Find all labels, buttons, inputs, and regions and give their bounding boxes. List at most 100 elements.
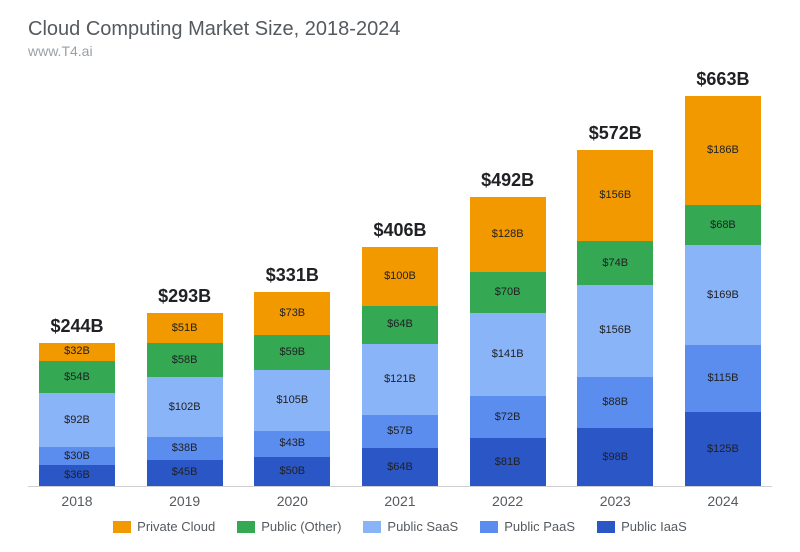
segment-label: $141B xyxy=(492,349,524,360)
segment-private_cloud: $73B xyxy=(254,292,330,335)
bar-total-label: $244B xyxy=(50,316,103,337)
legend-item-private_cloud: Private Cloud xyxy=(113,519,215,534)
segment-private_cloud: $100B xyxy=(362,247,438,306)
bar-total-label: $663B xyxy=(696,69,749,90)
segment-public_saas: $141B xyxy=(470,313,546,396)
segment-label: $102B xyxy=(169,402,201,413)
segment-label: $156B xyxy=(599,190,631,201)
chart-area: $244B$36B$30B$92B$54B$32B$293B$45B$38B$1… xyxy=(28,67,772,487)
segment-public_saas: $92B xyxy=(39,393,115,447)
segment-label: $57B xyxy=(387,426,413,437)
segment-private_cloud: $156B xyxy=(577,150,653,242)
legend-label: Private Cloud xyxy=(137,519,215,534)
segment-label: $68B xyxy=(710,220,736,231)
legend-item-public_iaas: Public IaaS xyxy=(597,519,687,534)
x-axis-label: 2021 xyxy=(357,493,443,509)
bar-group-2021: $406B $64B $57B $121B $64B $100B xyxy=(357,220,443,486)
segment-label: $128B xyxy=(492,229,524,240)
segment-public_paas: $30B xyxy=(39,447,115,465)
segment-public_paas: $38B xyxy=(147,437,223,459)
segment-label: $50B xyxy=(279,466,305,477)
segment-label: $30B xyxy=(64,451,90,462)
segment-label: $72B xyxy=(495,412,521,423)
x-axis-label: 2019 xyxy=(142,493,228,509)
segment-public_paas: $43B xyxy=(254,431,330,456)
segment-label: $54B xyxy=(64,372,90,383)
legend-item-public_saas: Public SaaS xyxy=(363,519,458,534)
bar-total-label: $572B xyxy=(589,123,642,144)
bar-stack: $81B $72B $141B $70B $128B xyxy=(470,197,546,486)
bar-total-label: $492B xyxy=(481,170,534,191)
legend-item-public_other: Public (Other) xyxy=(237,519,341,534)
segment-public_saas: $102B xyxy=(147,377,223,437)
bar-total-label: $406B xyxy=(373,220,426,241)
segment-public_paas: $115B xyxy=(685,345,761,413)
x-axis-label: 2022 xyxy=(465,493,551,509)
segment-label: $74B xyxy=(602,258,628,269)
segment-label: $88B xyxy=(602,397,628,408)
legend-item-public_paas: Public PaaS xyxy=(480,519,575,534)
bar-group-2023: $572B $98B $88B $156B $74B $156B xyxy=(572,123,658,486)
segment-public_iaas: $45B xyxy=(147,460,223,486)
segment-public_other: $59B xyxy=(254,335,330,370)
x-axis-label: 2024 xyxy=(680,493,766,509)
chart-title: Cloud Computing Market Size, 2018-2024 xyxy=(28,18,772,41)
segment-public_paas: $57B xyxy=(362,415,438,449)
x-axis-label: 2020 xyxy=(249,493,335,509)
legend-label: Public (Other) xyxy=(261,519,341,534)
bar-stack: $36B $30B $92B $54B $32B xyxy=(39,343,115,486)
bar-stack: $98B $88B $156B $74B $156B xyxy=(577,150,653,486)
bar-group-2020: $331B $50B $43B $105B $59B $73B xyxy=(249,265,335,486)
segment-label: $70B xyxy=(495,287,521,298)
segment-public_other: $58B xyxy=(147,343,223,377)
segment-label: $64B xyxy=(387,462,413,473)
segment-label: $105B xyxy=(276,395,308,406)
bar-total-label: $331B xyxy=(266,265,319,286)
segment-label: $38B xyxy=(172,443,198,454)
segment-label: $51B xyxy=(172,323,198,334)
segment-label: $64B xyxy=(387,319,413,330)
x-axis-label: 2023 xyxy=(572,493,658,509)
segment-label: $121B xyxy=(384,374,416,385)
bar-group-2018: $244B $36B $30B $92B $54B $32B xyxy=(34,316,120,486)
legend-swatch xyxy=(113,521,131,533)
segment-public_iaas: $98B xyxy=(577,428,653,486)
chart-subtitle: www.T4.ai xyxy=(28,43,772,59)
segment-public_saas: $156B xyxy=(577,285,653,377)
segment-public_other: $54B xyxy=(39,361,115,393)
segment-label: $59B xyxy=(279,347,305,358)
segment-label: $186B xyxy=(707,145,739,156)
segment-label: $45B xyxy=(172,467,198,478)
segment-private_cloud: $32B xyxy=(39,343,115,362)
segment-label: $125B xyxy=(707,444,739,455)
segment-private_cloud: $51B xyxy=(147,313,223,343)
segment-label: $36B xyxy=(64,470,90,481)
segment-public_other: $64B xyxy=(362,306,438,344)
segment-private_cloud: $186B xyxy=(685,96,761,205)
segment-public_iaas: $64B xyxy=(362,448,438,486)
bar-group-2019: $293B$45B$38B$102B$58B$51B xyxy=(142,286,228,486)
segment-public_saas: $121B xyxy=(362,344,438,415)
x-axis: 2018201920202021202220232024 xyxy=(28,487,772,509)
segment-public_other: $74B xyxy=(577,241,653,285)
segment-private_cloud: $128B xyxy=(470,197,546,272)
segment-public_iaas: $36B xyxy=(39,465,115,486)
legend-label: Public PaaS xyxy=(504,519,575,534)
segment-public_saas: $105B xyxy=(254,370,330,432)
legend-swatch xyxy=(237,521,255,533)
segment-label: $81B xyxy=(495,457,521,468)
legend-label: Public IaaS xyxy=(621,519,687,534)
segment-label: $156B xyxy=(599,325,631,336)
bar-stack: $45B $38B $102B $58B $51B xyxy=(147,313,223,486)
segment-label: $73B xyxy=(279,308,305,319)
segment-public_paas: $88B xyxy=(577,377,653,429)
segment-public_iaas: $81B xyxy=(470,438,546,486)
bar-group-2024: $663B$125B$115B$169B$68B$186B xyxy=(680,69,766,486)
legend: Private Cloud Public (Other) Public SaaS Pu… xyxy=(28,519,772,534)
legend-swatch xyxy=(597,521,615,533)
segment-label: $100B xyxy=(384,271,416,282)
bar-stack: $125B$115B$169B$68B$186B xyxy=(685,96,761,486)
segment-label: $32B xyxy=(64,346,90,357)
segment-public_other: $68B xyxy=(685,205,761,245)
segment-public_paas: $72B xyxy=(470,396,546,438)
